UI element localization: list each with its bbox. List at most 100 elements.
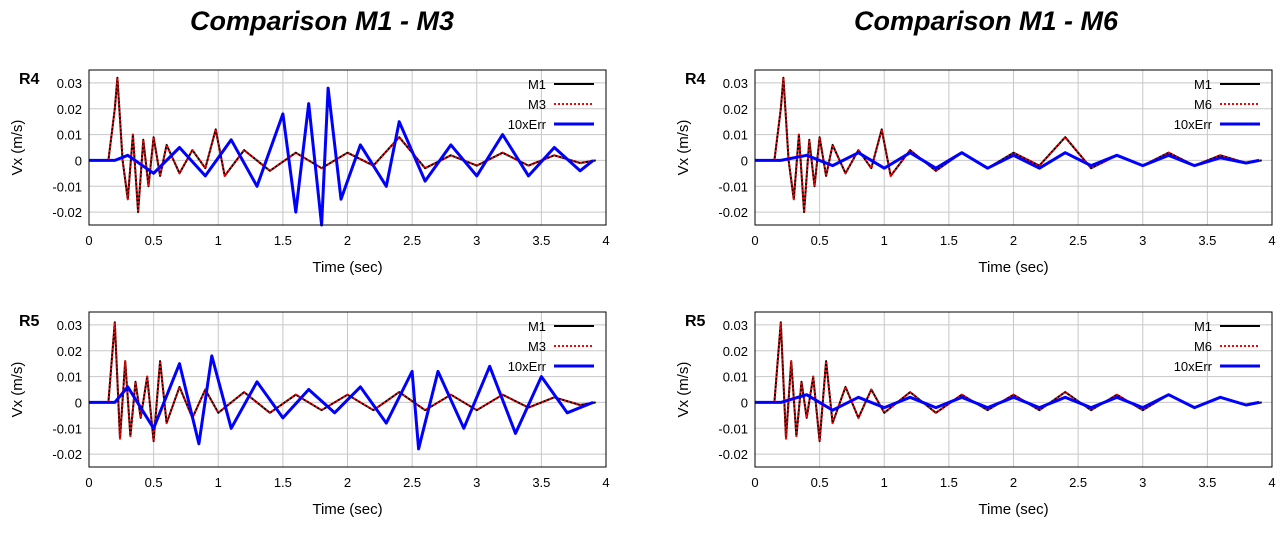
y-axis-label: Vx (m/s) <box>675 120 692 176</box>
series-line-10xerr <box>755 393 1260 412</box>
xtick-label: 3 <box>473 233 480 248</box>
ytick-label: -0.02 <box>52 205 82 220</box>
xtick-label: 3.5 <box>1198 233 1216 248</box>
ytick-label: -0.02 <box>718 205 748 220</box>
plot-frame <box>88 69 607 226</box>
xtick-label: 4 <box>1268 233 1275 248</box>
ytick-label: 0.01 <box>723 370 748 385</box>
legend-label: 10xErr <box>1174 117 1213 132</box>
xtick-label: 2.5 <box>1069 475 1087 490</box>
series-line-m3 <box>89 321 596 443</box>
ytick-label: 0.01 <box>57 128 82 143</box>
panel-label: R4 <box>685 71 706 88</box>
xtick-label: 3.5 <box>532 475 550 490</box>
xtick-label: 2.5 <box>403 475 421 490</box>
ytick-label: -0.02 <box>718 447 748 462</box>
x-axis-label: Time (sec) <box>312 259 382 276</box>
xtick-label: 2.5 <box>403 233 421 248</box>
ytick-label: 0.03 <box>723 76 748 91</box>
series-line-10xerr <box>89 354 594 451</box>
series-line-10xerr <box>755 151 1260 170</box>
ytick-label: 0.03 <box>57 76 82 91</box>
xtick-label: 1 <box>881 475 888 490</box>
ytick-label: 0.03 <box>723 318 748 333</box>
xtick-label: 2.5 <box>1069 233 1087 248</box>
chart-r5-m1-m6: 0 0.5 1 1.5 2 2.5 3 3.5 4 -0.02 -0.01 0 0.01 0.02 0.03… <box>675 311 1276 518</box>
series-line-m6 <box>755 321 1262 443</box>
xtick-label: 4 <box>602 233 609 248</box>
ytick-label: -0.01 <box>52 421 82 436</box>
xtick-label: 0 <box>751 475 758 490</box>
y-axis-label: Vx (m/s) <box>9 120 26 176</box>
series-line-m1 <box>89 76 596 214</box>
xtick-label: 0 <box>751 233 758 248</box>
legend-label: M1 <box>1194 319 1212 334</box>
plot-frame <box>88 311 607 468</box>
series-line-m1 <box>755 321 1262 443</box>
ytick-label: 0 <box>75 395 82 410</box>
xtick-label: 0 <box>85 233 92 248</box>
ytick-label: 0.01 <box>57 370 82 385</box>
xtick-label: 2 <box>344 475 351 490</box>
ytick-label: 0.03 <box>57 318 82 333</box>
legend-label: M1 <box>528 77 546 92</box>
xtick-label: 2 <box>1010 475 1017 490</box>
plot-frame <box>754 69 1273 226</box>
ytick-label: 0 <box>741 153 748 168</box>
legend-label: M6 <box>1194 339 1212 354</box>
ytick-label: -0.01 <box>718 179 748 194</box>
x-axis-label: Time (sec) <box>978 501 1048 518</box>
panel-label: R4 <box>19 71 40 88</box>
legend-label: M6 <box>1194 97 1212 112</box>
xtick-label: 3 <box>1139 475 1146 490</box>
x-axis-label: Time (sec) <box>312 501 382 518</box>
xtick-label: 1.5 <box>274 233 292 248</box>
xtick-label: 0.5 <box>811 233 829 248</box>
y-axis-label: Vx (m/s) <box>9 362 26 418</box>
xtick-label: 1 <box>215 475 222 490</box>
ytick-label: -0.02 <box>52 447 82 462</box>
chart-r4-m1-m3: 0 0.5 1 1.5 2 2.5 3 3.5 4 -0.02 -0.01 0 0.01 0.02 0.03… <box>9 69 610 276</box>
xtick-label: 4 <box>1268 475 1275 490</box>
xtick-label: 0.5 <box>145 233 163 248</box>
ytick-label: 0.02 <box>723 344 748 359</box>
xtick-label: 4 <box>602 475 609 490</box>
ytick-label: 0 <box>741 395 748 410</box>
x-axis-label: Time (sec) <box>978 259 1048 276</box>
xtick-label: 3.5 <box>1198 475 1216 490</box>
legend-label: 10xErr <box>1174 359 1213 374</box>
ytick-label: 0.02 <box>57 102 82 117</box>
ytick-label: -0.01 <box>718 421 748 436</box>
title-left: Comparison M1 - M3 <box>189 6 455 36</box>
legend-label: M1 <box>528 319 546 334</box>
panel-label: R5 <box>685 313 706 330</box>
xtick-label: 1.5 <box>274 475 292 490</box>
ytick-label: 0.01 <box>723 128 748 143</box>
y-axis-label: Vx (m/s) <box>675 362 692 418</box>
xtick-label: 0.5 <box>811 475 829 490</box>
series-line-10xerr <box>89 86 595 227</box>
xtick-label: 3 <box>1139 233 1146 248</box>
xtick-label: 1 <box>215 233 222 248</box>
title-right: Comparison M1 - M6 <box>853 6 1119 36</box>
series-line-m6 <box>755 76 1262 214</box>
ytick-label: -0.01 <box>52 179 82 194</box>
chart-r5-m1-m3: 0 0.5 1 1.5 2 2.5 3 3.5 4 -0.02 -0.01 0 0.01 0.02 0.03… <box>9 311 610 518</box>
xtick-label: 0.5 <box>145 475 163 490</box>
ytick-label: 0 <box>75 153 82 168</box>
legend-label: M3 <box>528 339 546 354</box>
xtick-label: 1.5 <box>940 475 958 490</box>
xtick-label: 0 <box>85 475 92 490</box>
legend-label: M1 <box>1194 77 1212 92</box>
legend-label: 10xErr <box>508 359 547 374</box>
ytick-label: 0.02 <box>723 102 748 117</box>
series-line-m1 <box>755 76 1262 214</box>
xtick-label: 1 <box>881 233 888 248</box>
xtick-label: 3 <box>473 475 480 490</box>
plot-frame <box>754 311 1273 468</box>
panel-label: R5 <box>19 313 40 330</box>
xtick-label: 3.5 <box>532 233 550 248</box>
xtick-label: 2 <box>344 233 351 248</box>
legend-label: 10xErr <box>508 117 547 132</box>
chart-r4-m1-m6: 0 0.5 1 1.5 2 2.5 3 3.5 4 -0.02 -0.01 0 0.01 0.02 0.03… <box>675 69 1276 276</box>
